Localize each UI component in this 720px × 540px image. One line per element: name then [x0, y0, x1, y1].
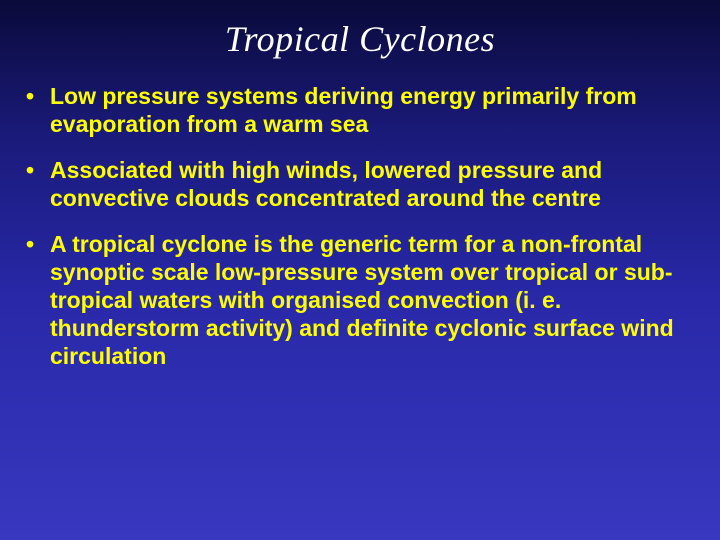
- bullet-item: Associated with high winds, lowered pres…: [20, 156, 700, 212]
- bullet-item: A tropical cyclone is the generic term f…: [20, 230, 700, 370]
- slide-title: Tropical Cyclones: [20, 18, 700, 60]
- bullet-list: Low pressure systems deriving energy pri…: [20, 82, 700, 370]
- bullet-item: Low pressure systems deriving energy pri…: [20, 82, 700, 138]
- slide: Tropical Cyclones Low pressure systems d…: [0, 0, 720, 540]
